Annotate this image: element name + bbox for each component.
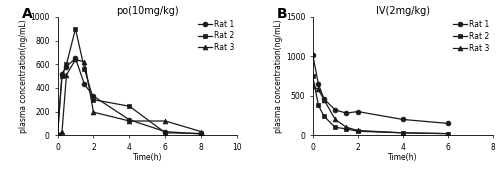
Rat 1	[126, 119, 132, 121]
Rat 1	[90, 95, 96, 97]
Line: Rat 1: Rat 1	[55, 56, 204, 138]
Rat 1	[316, 83, 322, 85]
Rat 2	[321, 115, 327, 117]
Rat 3	[64, 74, 70, 76]
Rat 2	[82, 68, 87, 70]
Text: B: B	[277, 7, 287, 21]
Rat 2	[310, 75, 316, 77]
Text: A: A	[22, 7, 32, 21]
Legend: Rat 1, Rat 2, Rat 3: Rat 1, Rat 2, Rat 3	[196, 18, 235, 53]
Line: Rat 1: Rat 1	[310, 52, 450, 126]
Line: Rat 3: Rat 3	[55, 57, 204, 138]
Rat 1	[444, 122, 450, 124]
Rat 1	[54, 134, 60, 136]
X-axis label: Time(h): Time(h)	[388, 153, 418, 162]
Rat 2	[90, 99, 96, 101]
Rat 1	[162, 131, 168, 133]
Rat 3	[198, 131, 204, 133]
Rat 3	[82, 61, 87, 63]
Rat 2	[54, 134, 60, 136]
Rat 3	[344, 126, 349, 128]
Title: po(10mg/kg): po(10mg/kg)	[116, 6, 178, 16]
X-axis label: Time(h): Time(h)	[132, 153, 162, 162]
Rat 3	[310, 85, 316, 87]
Rat 1	[59, 73, 65, 75]
Y-axis label: plasma concentration(ng/mL): plasma concentration(ng/mL)	[274, 19, 283, 133]
Rat 2	[198, 132, 204, 134]
Rat 3	[354, 129, 360, 131]
Rat 3	[72, 58, 78, 61]
Rat 2	[72, 28, 78, 30]
Legend: Rat 1, Rat 2, Rat 3: Rat 1, Rat 2, Rat 3	[452, 18, 491, 55]
Rat 2	[344, 128, 349, 130]
Rat 3	[162, 120, 168, 122]
Rat 1	[310, 54, 316, 56]
Title: IV(2mg/kg): IV(2mg/kg)	[376, 6, 430, 16]
Rat 3	[59, 131, 65, 133]
Line: Rat 3: Rat 3	[310, 84, 450, 136]
Line: Rat 2: Rat 2	[55, 26, 204, 138]
Rat 3	[316, 88, 322, 90]
Rat 2	[316, 104, 322, 106]
Rat 3	[444, 133, 450, 135]
Rat 2	[332, 126, 338, 128]
Rat 1	[321, 98, 327, 100]
Rat 1	[400, 118, 406, 120]
Rat 1	[64, 66, 70, 68]
Rat 3	[126, 120, 132, 122]
Rat 1	[82, 83, 87, 85]
Rat 1	[72, 57, 78, 59]
Y-axis label: plasma concentration(ng/mL): plasma concentration(ng/mL)	[18, 19, 28, 133]
Rat 2	[126, 105, 132, 107]
Rat 2	[59, 75, 65, 77]
Rat 1	[332, 109, 338, 111]
Rat 3	[321, 99, 327, 101]
Line: Rat 2: Rat 2	[310, 74, 450, 136]
Rat 1	[344, 112, 349, 114]
Rat 1	[354, 111, 360, 113]
Rat 3	[400, 132, 406, 134]
Rat 3	[90, 111, 96, 113]
Rat 2	[400, 132, 406, 134]
Rat 2	[444, 133, 450, 135]
Rat 3	[54, 134, 60, 136]
Rat 3	[332, 118, 338, 120]
Rat 2	[64, 63, 70, 65]
Rat 1	[198, 133, 204, 135]
Rat 2	[162, 132, 168, 134]
Rat 2	[354, 130, 360, 132]
